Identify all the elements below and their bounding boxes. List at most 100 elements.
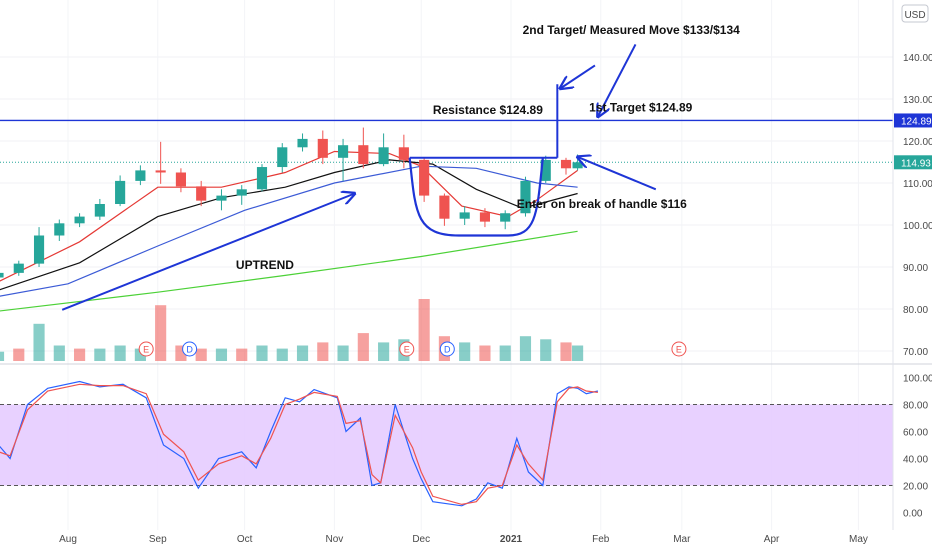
candle[interactable] bbox=[13, 260, 24, 276]
candle[interactable] bbox=[236, 185, 247, 205]
time-tick-label: Apr bbox=[764, 534, 780, 545]
arrow-drawing[interactable] bbox=[578, 157, 657, 191]
candle[interactable] bbox=[54, 219, 65, 241]
volume-bar bbox=[215, 348, 228, 361]
candle-body bbox=[378, 147, 389, 165]
annotation-label[interactable]: Enter on break of handle $116 bbox=[517, 197, 687, 211]
candle-body bbox=[500, 213, 511, 222]
candle-body bbox=[459, 212, 470, 219]
arrow-drawing[interactable] bbox=[61, 194, 354, 311]
candle[interactable] bbox=[297, 133, 308, 152]
candle[interactable] bbox=[540, 155, 551, 183]
event-marker-label: E bbox=[143, 345, 149, 355]
price-tick-label: 70.00 bbox=[903, 347, 928, 358]
candle[interactable] bbox=[33, 227, 45, 267]
time-tick-label: Sep bbox=[149, 534, 167, 545]
arrow-drawing[interactable] bbox=[560, 64, 596, 88]
candle-body bbox=[398, 147, 409, 160]
moving-average-line bbox=[0, 165, 578, 297]
time-tick-label: Oct bbox=[237, 534, 253, 545]
candle[interactable] bbox=[74, 213, 85, 228]
oscillator-tick-label: 40.00 bbox=[903, 455, 928, 466]
candle[interactable] bbox=[155, 141, 166, 184]
currency-badge[interactable]: USD bbox=[901, 4, 929, 23]
annotation-label[interactable]: UPTREND bbox=[236, 258, 294, 272]
candle[interactable] bbox=[337, 138, 349, 181]
candle-body bbox=[439, 195, 450, 219]
volume-bar bbox=[337, 345, 349, 361]
candle[interactable] bbox=[439, 193, 450, 226]
price-label: 124.89 bbox=[901, 116, 932, 127]
candle-body bbox=[277, 147, 288, 168]
event-marker[interactable]: E bbox=[671, 341, 687, 357]
price-tick-label: 120.00 bbox=[903, 137, 932, 148]
candle-body bbox=[94, 204, 105, 217]
candle[interactable] bbox=[94, 198, 105, 220]
event-marker[interactable]: E bbox=[399, 341, 415, 357]
currency-label: USD bbox=[904, 10, 925, 21]
price-tick-label: 80.00 bbox=[903, 305, 928, 316]
price-axis[interactable]: 70.00 80.00 90.00 100.00 110.00 120.00 130.00 1… bbox=[894, 53, 932, 358]
annotation-label[interactable]: Resistance $124.89 bbox=[433, 103, 543, 117]
time-axis[interactable]: Aug Sep Oct Nov Dec 2021 Feb Mar Apr May bbox=[59, 534, 868, 545]
candle-body bbox=[337, 145, 349, 158]
volume-bar bbox=[236, 348, 248, 361]
candle[interactable] bbox=[358, 127, 369, 169]
oscillator-axis[interactable]: 0.00 20.00 40.00 60.00 80.00 100.00 bbox=[903, 374, 932, 520]
candle[interactable] bbox=[256, 164, 268, 192]
candle[interactable] bbox=[175, 168, 186, 193]
volume-bar bbox=[459, 342, 471, 361]
candle[interactable] bbox=[398, 134, 409, 169]
oscillator-tick-label: 60.00 bbox=[903, 428, 928, 439]
event-marker[interactable]: D bbox=[439, 341, 455, 357]
time-tick-label: 2021 bbox=[500, 534, 523, 545]
price-tick-label: 130.00 bbox=[903, 95, 932, 106]
candle[interactable] bbox=[115, 175, 126, 207]
candle[interactable] bbox=[196, 180, 207, 207]
volume-bar bbox=[94, 348, 106, 361]
candle-body bbox=[560, 159, 572, 169]
annotation-label[interactable]: 2nd Target/ Measured Move $133/$134 bbox=[523, 23, 741, 37]
candle[interactable] bbox=[419, 157, 430, 202]
candle[interactable] bbox=[378, 133, 389, 167]
candle-body bbox=[419, 159, 430, 196]
candle-body bbox=[155, 170, 166, 173]
moving-average-line bbox=[0, 230, 578, 312]
arrow-drawing[interactable] bbox=[598, 43, 637, 116]
candle-body bbox=[175, 172, 186, 187]
event-marker-circle bbox=[399, 341, 415, 357]
candle-body bbox=[33, 235, 45, 264]
event-marker-circle bbox=[439, 341, 455, 357]
annotation-label[interactable]: 1st Target $124.89 bbox=[589, 101, 692, 115]
event-marker[interactable]: D bbox=[182, 341, 198, 357]
candle-body bbox=[196, 186, 207, 201]
candle[interactable] bbox=[479, 208, 491, 228]
volume-bar bbox=[357, 333, 369, 361]
event-marker-label: D bbox=[444, 345, 451, 355]
candle[interactable] bbox=[520, 176, 531, 217]
candle[interactable] bbox=[459, 206, 470, 225]
event-marker[interactable]: E bbox=[138, 341, 154, 357]
candle[interactable] bbox=[135, 165, 146, 186]
candle[interactable] bbox=[216, 189, 227, 211]
candle[interactable] bbox=[500, 210, 511, 230]
event-marker-circle bbox=[138, 341, 154, 357]
price-tick-label: 90.00 bbox=[903, 263, 928, 274]
price-tick-label: 140.00 bbox=[903, 53, 932, 64]
candle[interactable] bbox=[0, 269, 4, 285]
volume-bar bbox=[378, 342, 390, 361]
candle[interactable] bbox=[572, 154, 583, 171]
candle[interactable] bbox=[277, 143, 288, 173]
candle[interactable] bbox=[560, 157, 572, 175]
candle-body bbox=[297, 138, 308, 148]
volume-bar bbox=[499, 345, 511, 361]
candle[interactable] bbox=[317, 130, 328, 165]
cup-drawing[interactable] bbox=[408, 157, 544, 237]
time-tick-label: Feb bbox=[592, 534, 610, 545]
event-marker-label: D bbox=[186, 345, 193, 355]
oscillator-tick-label: 80.00 bbox=[903, 401, 928, 412]
oscillator-lines bbox=[0, 380, 599, 507]
candle-body bbox=[479, 212, 491, 222]
